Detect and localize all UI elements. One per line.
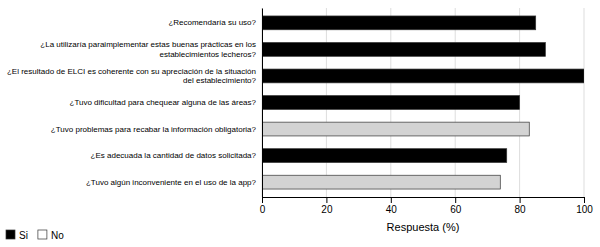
- bar: [262, 122, 529, 136]
- x-axis-title: Respuesta (%): [387, 221, 460, 233]
- axis-line: [263, 198, 585, 204]
- x-tick-label: 100: [576, 204, 593, 215]
- x-tick-label: 20: [321, 204, 333, 215]
- x-tick-mark: [326, 197, 327, 203]
- y-tick-label: ¿El resultado de ELCI es coherente con s…: [7, 67, 257, 85]
- legend-label: Si: [19, 230, 28, 241]
- bar: [262, 149, 507, 163]
- y-tick: ¿Recomendaría su uso?: [168, 18, 256, 27]
- legend-swatch: [6, 230, 15, 239]
- x-tick-mark: [520, 197, 521, 203]
- x-tick-label: 0: [260, 204, 266, 215]
- y-tick-label: ¿Tuvo algún inconveniente en el uso de l…: [86, 178, 257, 187]
- x-tick-label: 40: [386, 204, 398, 215]
- y-tick: ¿El resultado de ELCI es coherente con s…: [7, 67, 257, 85]
- x-tick: 60: [450, 197, 462, 215]
- bar: [262, 175, 500, 189]
- y-tick-label: ¿La utilizaría paraimplementar estas bue…: [40, 40, 256, 58]
- y-tick: ¿Tuvo problemas para recabar la informac…: [51, 125, 257, 134]
- x-tick-mark: [584, 197, 585, 203]
- y-axis: ¿Tuvo algún inconveniente en el uso de l…: [7, 9, 263, 198]
- grid: [262, 8, 584, 197]
- y-tick: ¿Tuvo dificultad para chequear alguna de…: [70, 98, 257, 107]
- bar: [262, 69, 584, 83]
- bar: [262, 16, 536, 30]
- bar: [262, 96, 520, 110]
- bar: [262, 43, 545, 57]
- grid-line: [584, 8, 585, 197]
- y-tick: ¿Es adecuada la cantidad de datos solici…: [91, 151, 257, 160]
- x-tick-mark: [262, 197, 263, 203]
- x-tick-label: 80: [515, 204, 527, 215]
- x-tick-label: 60: [450, 204, 462, 215]
- y-tick-label: ¿Tuvo dificultad para chequear alguna de…: [70, 98, 257, 107]
- x-tick-mark: [455, 197, 456, 203]
- y-tick-label: ¿Es adecuada la cantidad de datos solici…: [91, 151, 257, 160]
- x-tick-mark: [391, 197, 392, 203]
- legend-label: No: [51, 230, 64, 241]
- x-tick: 0: [260, 197, 266, 215]
- x-tick: 100: [576, 197, 593, 215]
- x-tick: 80: [515, 197, 527, 215]
- y-tick: ¿Tuvo algún inconveniente en el uso de l…: [86, 178, 257, 187]
- legend-swatch: [38, 230, 47, 239]
- y-tick-label: ¿Tuvo problemas para recabar la informac…: [51, 125, 257, 134]
- y-tick: ¿La utilizaría paraimplementar estas bue…: [40, 40, 256, 58]
- chart: 0 20 40 60 80 100 ¿Tuvo algún inconveniente en…: [0, 0, 600, 247]
- x-tick: 40: [386, 197, 398, 215]
- x-axis: 0 20 40 60 80 100: [260, 197, 594, 215]
- legend: Si No: [6, 230, 64, 241]
- axis-line: [262, 9, 263, 198]
- y-tick-label: ¿Recomendaría su uso?: [168, 18, 256, 27]
- bars: [262, 16, 584, 189]
- x-tick: 20: [321, 197, 333, 215]
- grid-line: [262, 8, 263, 197]
